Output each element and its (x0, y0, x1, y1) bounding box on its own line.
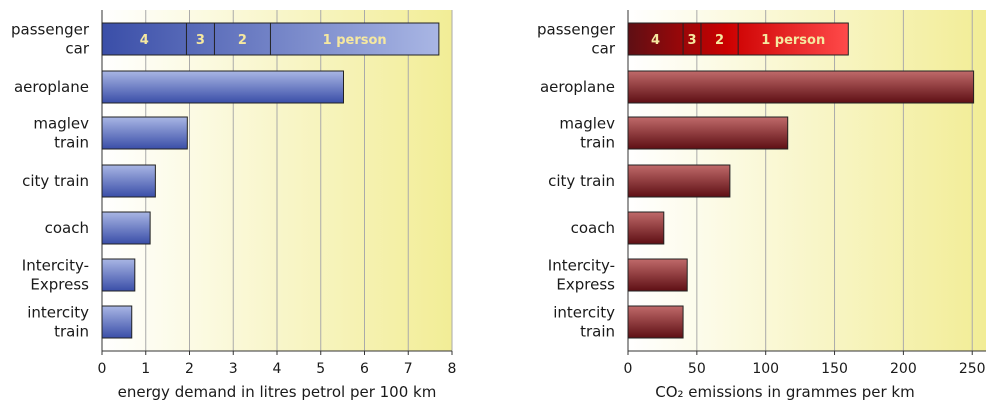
x-tick-label: 50 (688, 361, 706, 377)
x-tick-label: 6 (360, 361, 369, 377)
category-label: car (65, 40, 89, 58)
x-tick-label: 150 (821, 361, 848, 377)
bar (101, 70, 344, 104)
category-label: Express (556, 276, 615, 294)
occupancy-label: 4 (140, 33, 149, 48)
occupancy-label: 3 (688, 33, 697, 48)
bar (627, 164, 731, 198)
x-tick-label: 1 (141, 361, 150, 377)
x-tick-label: 2 (185, 361, 194, 377)
x-axis-title: CO₂ emissions in grammes per km (655, 383, 914, 401)
category-label: intercity (553, 304, 615, 322)
x-tick-label: 100 (752, 361, 779, 377)
category-label: car (591, 40, 615, 58)
category-label: Express (30, 276, 89, 294)
category-label: passenger (11, 21, 90, 39)
category-label: aeroplane (540, 78, 615, 96)
x-tick-label: 5 (316, 361, 325, 377)
bar (627, 116, 789, 150)
occupancy-label: 1 person (761, 33, 825, 48)
bar (101, 116, 188, 150)
bar (627, 211, 665, 245)
category-label: train (54, 323, 89, 341)
x-axis-title: energy demand in litres petrol per 100 k… (118, 383, 437, 401)
category-label: aeroplane (14, 78, 89, 96)
category-label: passenger (537, 21, 616, 39)
category-label: city train (22, 172, 89, 190)
occupancy-label: 4 (651, 33, 660, 48)
energy-demand-chart: 0 1 2 3 4 5 6 7 8passengercaraeroplanemaglevtrai… (11, 10, 456, 401)
bar (101, 258, 136, 292)
x-tick-label: 4 (273, 361, 282, 377)
bar (101, 211, 151, 245)
x-tick-label: 250 (959, 361, 986, 377)
x-tick-label: 0 (624, 361, 633, 377)
bar (101, 164, 156, 198)
occupancy-label: 1 person (323, 33, 387, 48)
occupancy-label: 3 (196, 33, 205, 48)
bar (101, 305, 133, 339)
x-tick-label: 3 (229, 361, 238, 377)
occupancy-label: 2 (238, 33, 247, 48)
bar (627, 258, 688, 292)
category-label: city train (548, 172, 615, 190)
category-label: Intercity- (22, 257, 89, 275)
category-label: intercity (27, 304, 89, 322)
category-label: train (54, 134, 89, 152)
category-label: train (580, 134, 615, 152)
category-label: Intercity- (548, 257, 615, 275)
category-label: coach (45, 219, 89, 237)
bar (627, 305, 684, 339)
bar (627, 70, 975, 104)
occupancy-label: 2 (715, 33, 724, 48)
category-label: maglev (559, 115, 615, 133)
x-tick-label: 8 (448, 361, 457, 377)
x-tick-label: 200 (890, 361, 917, 377)
x-tick-label: 0 (98, 361, 107, 377)
category-label: train (580, 323, 615, 341)
x-tick-label: 7 (404, 361, 413, 377)
category-label: maglev (33, 115, 89, 133)
category-label: coach (571, 219, 615, 237)
